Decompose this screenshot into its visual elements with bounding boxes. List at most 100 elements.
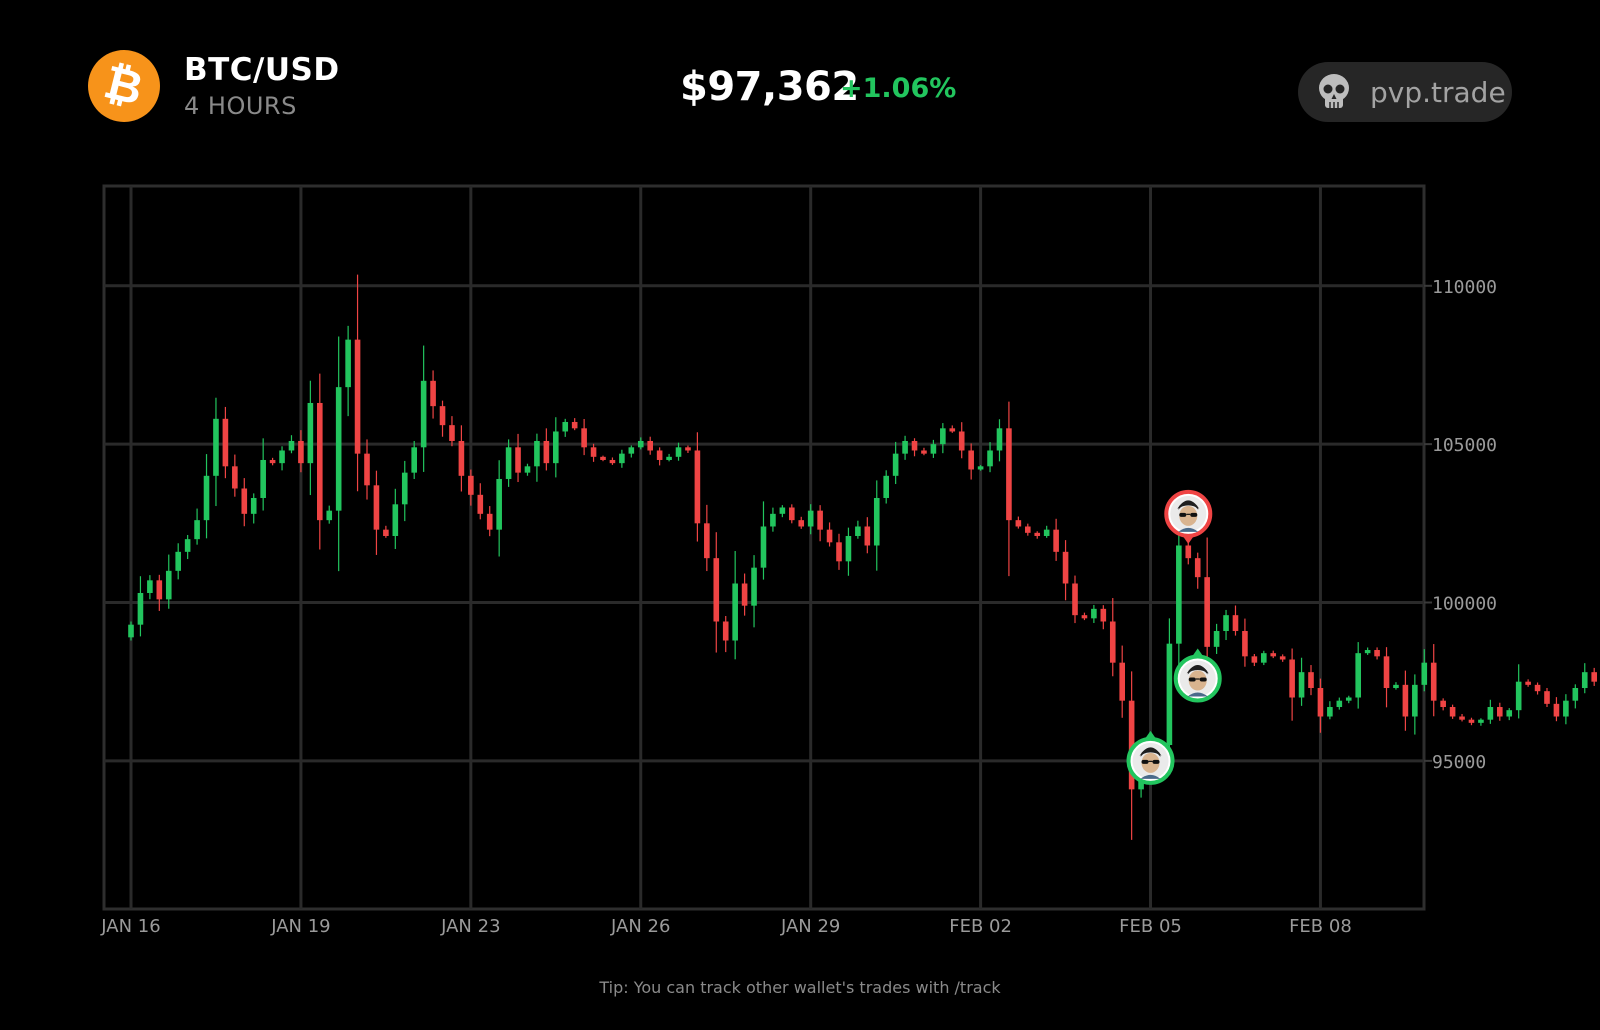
candle — [656, 450, 663, 460]
y-tick-label: 95000 — [1432, 752, 1486, 773]
candle — [1468, 719, 1475, 723]
candle — [873, 497, 880, 546]
candle — [911, 440, 918, 451]
candle — [486, 513, 493, 530]
candle — [439, 406, 446, 426]
candle — [232, 466, 238, 489]
candle — [477, 494, 484, 514]
candle — [288, 440, 295, 451]
candle — [732, 583, 738, 641]
candle — [609, 459, 616, 464]
candle — [553, 431, 559, 464]
candle — [1072, 583, 1078, 616]
candle — [345, 339, 351, 388]
candle — [694, 450, 701, 524]
candle — [1298, 672, 1305, 698]
skull-icon — [1312, 70, 1356, 114]
candle — [335, 387, 342, 511]
tip-text: Tip: You can track other wallet's trades… — [599, 978, 1001, 997]
candle — [326, 510, 333, 521]
candle — [996, 428, 1003, 451]
x-tick-label: JAN 23 — [440, 916, 500, 937]
candle — [855, 526, 861, 536]
candle — [921, 450, 927, 454]
candle — [165, 570, 172, 600]
candle — [1270, 653, 1277, 657]
candle — [543, 440, 550, 464]
candle — [1449, 707, 1456, 717]
brand-name: pvp.trade — [1370, 75, 1506, 109]
candle — [741, 583, 748, 606]
candle — [458, 440, 465, 476]
candle — [619, 453, 625, 464]
candle — [1194, 558, 1201, 578]
candle — [1487, 707, 1494, 720]
candle — [1525, 681, 1531, 685]
candle — [392, 504, 399, 536]
candle — [1383, 656, 1390, 689]
candle — [1534, 684, 1541, 692]
candle — [1393, 684, 1399, 689]
candle — [1459, 716, 1465, 720]
plot-frame — [102, 184, 1426, 911]
candle — [1166, 643, 1173, 746]
candle — [184, 539, 191, 552]
candle — [534, 440, 540, 467]
candle — [496, 478, 502, 530]
x-tick-label: FEB 02 — [949, 916, 1012, 937]
candle — [1563, 700, 1569, 717]
candle — [137, 592, 144, 625]
candle — [1015, 520, 1022, 527]
candle — [949, 428, 956, 432]
candle — [1213, 631, 1220, 647]
price-change: +1.06% — [840, 73, 957, 104]
candle — [241, 488, 248, 514]
candle — [1100, 608, 1107, 622]
candle — [666, 456, 672, 460]
candle — [1544, 691, 1550, 704]
candle — [260, 459, 266, 498]
candle — [175, 551, 181, 571]
candle — [789, 507, 795, 521]
x-tick-label: JAN 26 — [610, 916, 670, 937]
candle — [562, 421, 569, 432]
x-tick-label: FEB 08 — [1289, 916, 1352, 937]
candle — [845, 535, 852, 562]
candle — [1006, 428, 1012, 521]
brand-badge[interactable]: pvp.trade — [1298, 62, 1512, 122]
candle — [449, 425, 455, 441]
candle — [722, 621, 729, 641]
candle — [1430, 662, 1437, 701]
trader-avatar-marker[interactable] — [1164, 489, 1213, 544]
candle — [600, 456, 606, 460]
candle — [1345, 697, 1352, 701]
candle — [1109, 621, 1116, 663]
candle — [194, 520, 200, 540]
candle — [1251, 656, 1258, 663]
candle — [1572, 688, 1579, 701]
candle — [1062, 551, 1069, 584]
candle — [581, 428, 587, 448]
candle — [685, 447, 691, 451]
candle — [779, 507, 786, 514]
candle — [1478, 719, 1484, 723]
bitcoin-icon: ₿ — [88, 50, 160, 122]
trader-avatar-marker[interactable] — [1126, 730, 1175, 785]
candle — [1308, 672, 1314, 689]
candle — [571, 421, 578, 429]
candle — [817, 510, 823, 530]
candle — [317, 402, 323, 521]
candle — [1412, 684, 1418, 717]
candle — [298, 440, 304, 464]
candle — [977, 466, 984, 470]
x-tick-label: FEB 05 — [1119, 916, 1182, 937]
candle — [1242, 631, 1248, 657]
candle — [637, 440, 644, 448]
trader-avatar-marker[interactable] — [1173, 648, 1222, 703]
candle — [430, 380, 436, 407]
candle — [1364, 650, 1371, 654]
candle — [1185, 545, 1192, 559]
candle — [892, 453, 899, 476]
candle — [269, 459, 276, 464]
